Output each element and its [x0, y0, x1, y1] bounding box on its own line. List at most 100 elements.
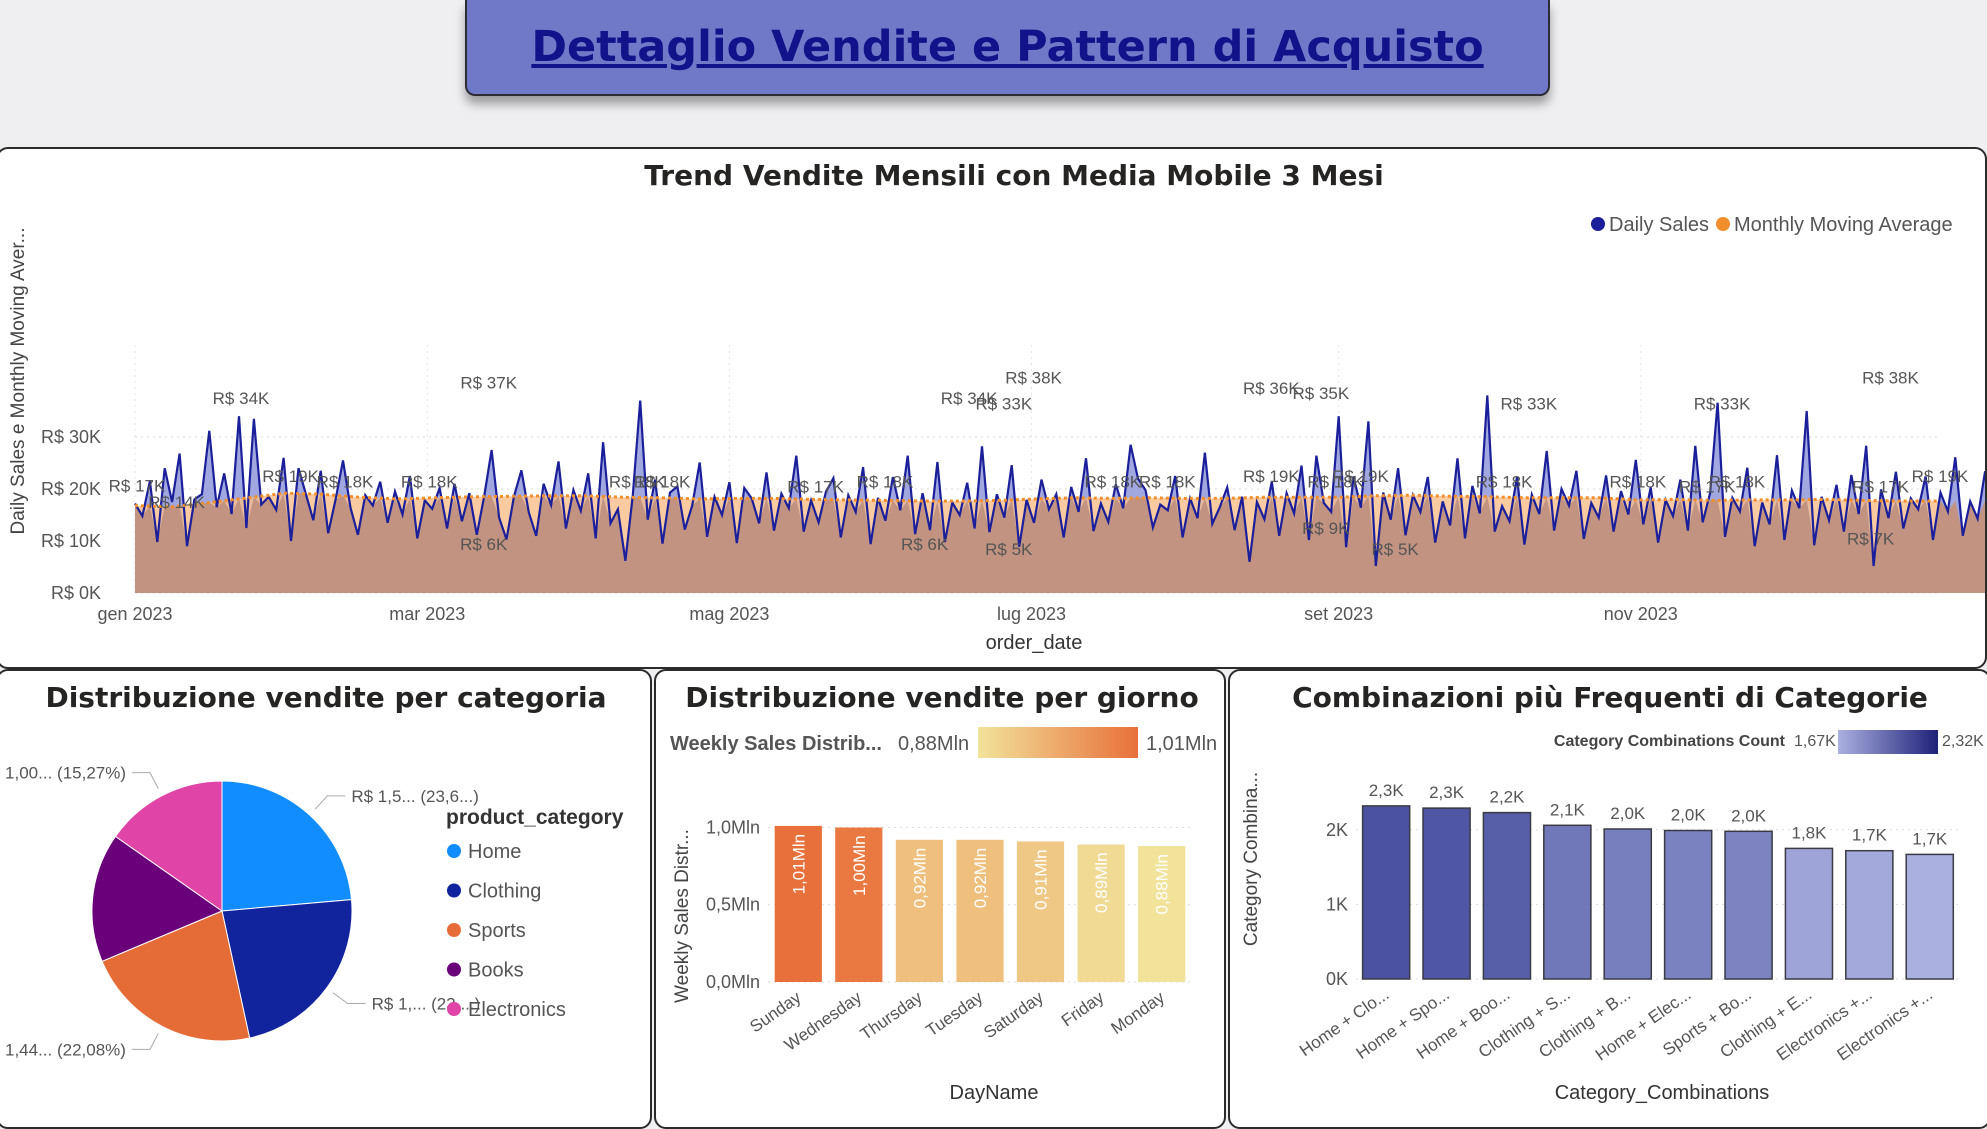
combinations-bar-chart: Combinazioni più Frequenti di Categorie …	[1241, 681, 1984, 1104]
pie-leader-line	[132, 1033, 159, 1050]
pie-legend-marker-books	[447, 962, 461, 977]
pie-legend-label-sports: Sports	[468, 920, 526, 942]
weekday-category-label: Tuesday	[922, 987, 986, 1040]
combinations-bar[interactable]	[1361, 805, 1411, 980]
combinations-y-tick-label: 1K	[1326, 894, 1348, 914]
trend-plot-area[interactable]	[134, 393, 1987, 593]
combinations-color-max: 2,32K	[1942, 733, 1984, 750]
combinations-color-legend-title: Category Combinations Count	[1554, 733, 1786, 750]
trend-x-tick-label: mar 2023	[389, 604, 465, 624]
trend-data-label: R$ 36K	[1243, 379, 1300, 398]
weekday-bar[interactable]	[956, 839, 1004, 982]
weekday-bars[interactable]: 1,01MlnSunday1,00MlnWednesday0,92MlnThur…	[746, 825, 1186, 1055]
weekday-y-tick-label: 0,0Mln	[706, 972, 760, 992]
combinations-value-label: 2,1K	[1550, 800, 1586, 819]
combinations-bar[interactable]	[1845, 849, 1894, 980]
combinations-chart-title: Combinazioni più Frequenti di Categorie	[1292, 681, 1928, 714]
weekday-bar[interactable]	[1138, 846, 1186, 982]
pie-slices[interactable]	[91, 780, 353, 1042]
weekday-x-axis-title: DayName	[950, 1082, 1039, 1104]
trend-y-tick-label: R$ 0K	[51, 583, 101, 603]
weekday-value-label: 0,92Mln	[910, 848, 929, 908]
weekday-bar[interactable]	[1077, 844, 1125, 983]
trend-x-tick-label: nov 2023	[1604, 604, 1678, 624]
combinations-bar[interactable]	[1724, 830, 1773, 980]
trend-data-label: R$ 18K	[857, 472, 914, 491]
combinations-bar[interactable]	[1543, 824, 1592, 980]
combinations-y-axis-title: Category Combina...	[1241, 772, 1262, 946]
weekday-bar[interactable]	[1016, 841, 1065, 982]
trend-data-label: R$ 18K	[609, 472, 666, 491]
pie-leader-line	[132, 772, 159, 789]
trend-data-label: R$ 17K	[787, 478, 844, 497]
category-pie-panel[interactable]: Distribuzione vendite per categoria R$ 1…	[0, 669, 652, 1129]
page-title[interactable]: Dettaglio Vendite e Pattern di Acquisto	[531, 22, 1484, 72]
trend-data-label: R$ 38K	[1862, 368, 1919, 387]
weekday-bar[interactable]	[835, 827, 883, 983]
trend-data-label: R$ 33K	[1501, 394, 1558, 413]
trend-x-tick-label: set 2023	[1304, 604, 1373, 624]
weekday-y-tick-label: 1,0Mln	[706, 817, 760, 837]
trend-y-tick-label: R$ 10K	[41, 531, 101, 551]
pie-legend-title: product_category	[446, 806, 624, 829]
weekday-value-label: 1,01Mln	[789, 834, 808, 894]
pie-slice-electronics[interactable]	[114, 780, 223, 912]
trend-data-label: R$ 34K	[941, 389, 998, 408]
combinations-bar[interactable]	[1603, 828, 1653, 980]
combinations-bar[interactable]	[1663, 829, 1713, 980]
trend-y-ticks: R$ 0K R$ 10K R$ 20K R$ 30K	[41, 427, 101, 603]
trend-legend[interactable]: Daily Sales Monthly Moving Average	[1591, 214, 1953, 236]
trend-data-labels: R$ 17K R$ 14K R$ 34K R$ 19K R$ 18K R$ 18K R$ 3…	[109, 368, 1969, 559]
combinations-value-label: 2,0K	[1671, 806, 1707, 825]
weekday-y-axis-title: Weekly Sales Distr...	[672, 829, 693, 1003]
weekday-bar-panel[interactable]: Distribuzione vendite per giorno Weekly …	[654, 669, 1226, 1129]
legend-daily-sales-label: Daily Sales	[1609, 214, 1709, 236]
trend-data-label: R$ 9K	[1302, 519, 1350, 538]
combinations-y-tick-label: 0K	[1326, 969, 1348, 989]
trend-y-tick-label: R$ 30K	[41, 427, 101, 447]
combinations-value-label: 1,7K	[1852, 826, 1888, 845]
pie-slice-label: R$ 1,44... (22,08%)	[0, 1040, 126, 1059]
weekday-category-label: Saturday	[980, 987, 1047, 1042]
combinations-bar[interactable]	[1422, 807, 1471, 980]
pie-slice-home[interactable]	[221, 780, 353, 912]
category-pie-chart: Distribuzione vendite per categoria R$ 1…	[0, 681, 624, 1059]
pie-slice-books[interactable]	[91, 835, 224, 962]
pie-legend-marker-electronics	[447, 1002, 461, 1016]
combinations-value-label: 1,7K	[1912, 829, 1948, 848]
trend-chart-panel[interactable]: Trend Vendite Mensili con Media Mobile 3…	[0, 147, 1987, 669]
trend-data-label: R$ 38K	[1005, 368, 1062, 387]
combinations-x-axis-title: Category_Combinations	[1555, 1082, 1770, 1104]
combinations-bar[interactable]	[1905, 853, 1955, 980]
category-chart-title: Distribuzione vendite per categoria	[45, 681, 606, 714]
trend-x-axis-title: order_date	[986, 632, 1083, 654]
weekday-bar-chart: Distribuzione vendite per giorno Weekly …	[670, 681, 1217, 1104]
weekday-value-label: 0,92Mln	[971, 848, 990, 908]
weekday-color-scale	[978, 727, 1138, 758]
trend-data-label: R$ 14K	[148, 493, 205, 512]
combinations-gridlines: 0K 1K 2K	[1326, 820, 1960, 989]
pie-slice-clothing[interactable]	[221, 899, 353, 1039]
trend-data-label: R$ 19K	[262, 467, 319, 486]
weekday-value-label: 0,89Mln	[1092, 852, 1111, 912]
weekday-value-label: 1,00Mln	[850, 835, 869, 895]
pie-legend-marker-sports	[447, 923, 461, 937]
combinations-value-label: 1,8K	[1792, 823, 1828, 842]
pie-legend-label-home: Home	[468, 841, 521, 863]
trend-data-label: R$ 37K	[460, 374, 517, 393]
trend-data-label: R$ 19K	[1243, 467, 1300, 486]
moving-average-line[interactable]	[134, 491, 1938, 509]
combinations-bar[interactable]	[1784, 847, 1834, 980]
weekday-bar[interactable]	[895, 839, 943, 982]
pie-legend[interactable]: Home Clothing Sports Books Electronics	[447, 841, 566, 1021]
trend-chart: Trend Vendite Mensili con Media Mobile 3…	[8, 159, 1987, 654]
weekday-bar[interactable]	[774, 825, 822, 982]
pie-legend-label-clothing: Clothing	[468, 881, 541, 903]
combinations-bar-panel[interactable]: Combinazioni più Frequenti di Categorie …	[1228, 669, 1987, 1129]
weekday-category-label: Friday	[1058, 987, 1108, 1030]
daily-sales-line[interactable]	[134, 393, 1987, 567]
weekday-value-label: 0,91Mln	[1032, 849, 1051, 909]
pie-slice-sports[interactable]	[101, 910, 251, 1042]
combinations-bar[interactable]	[1482, 811, 1532, 980]
